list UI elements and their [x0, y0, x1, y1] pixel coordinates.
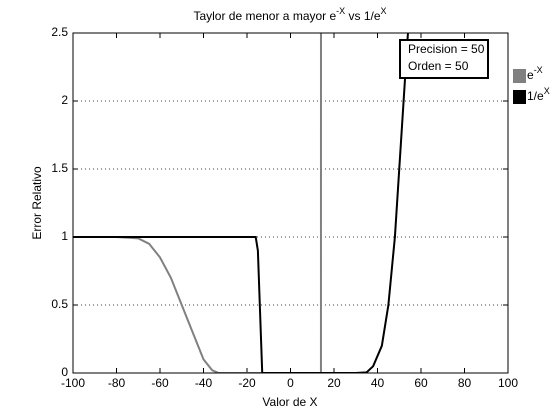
y-axis-label: Error Relativo [30, 166, 44, 240]
x-tick-label: 80 [458, 376, 472, 390]
y-tick-label: 0 [61, 365, 68, 379]
legend-sup: -X [534, 65, 543, 75]
title-sup: -X [336, 6, 345, 16]
chart-title: Taylor de menor a mayor e-X vs 1/eX [193, 6, 386, 23]
legend-swatch [513, 90, 526, 104]
x-tick-label: 0 [287, 376, 294, 390]
title-part: vs 1/e [345, 9, 381, 23]
y-tick-label: 2 [61, 93, 68, 107]
annotation-box [399, 39, 489, 79]
legend-label: 1/eX [527, 86, 550, 103]
legend-name: 1/e [527, 89, 544, 103]
x-tick-label: -60 [151, 376, 169, 390]
x-tick-label: 100 [498, 376, 518, 390]
x-tick-label: 60 [414, 376, 428, 390]
x-tick-label: -80 [108, 376, 126, 390]
x-tick-label: 20 [327, 376, 341, 390]
title-sup: X [381, 6, 387, 16]
x-tick-label: -100 [61, 376, 85, 390]
series-line [73, 33, 409, 373]
y-tick-label: 1 [61, 229, 68, 243]
annotation-text: Precision = 50 [408, 42, 485, 56]
axes-frame [72, 32, 509, 374]
annotation-text: Orden = 50 [408, 59, 469, 73]
x-axis-label: Valor de X [262, 395, 317, 409]
x-tick-label: -40 [195, 376, 213, 390]
y-tick-label: 1.5 [51, 161, 68, 175]
legend-name: e [527, 68, 534, 82]
title-part: Taylor de menor a mayor e [193, 9, 336, 23]
legend-swatch [513, 69, 526, 83]
legend-label: e-X [527, 65, 543, 82]
x-tick-label: 40 [371, 376, 385, 390]
series-line [73, 33, 322, 373]
y-tick-label: 0.5 [51, 297, 68, 311]
plot-area [73, 33, 508, 373]
y-tick-label: 2.5 [51, 25, 68, 39]
x-tick-label: -20 [238, 376, 256, 390]
legend-sup: X [544, 86, 550, 96]
series-group [73, 33, 409, 373]
